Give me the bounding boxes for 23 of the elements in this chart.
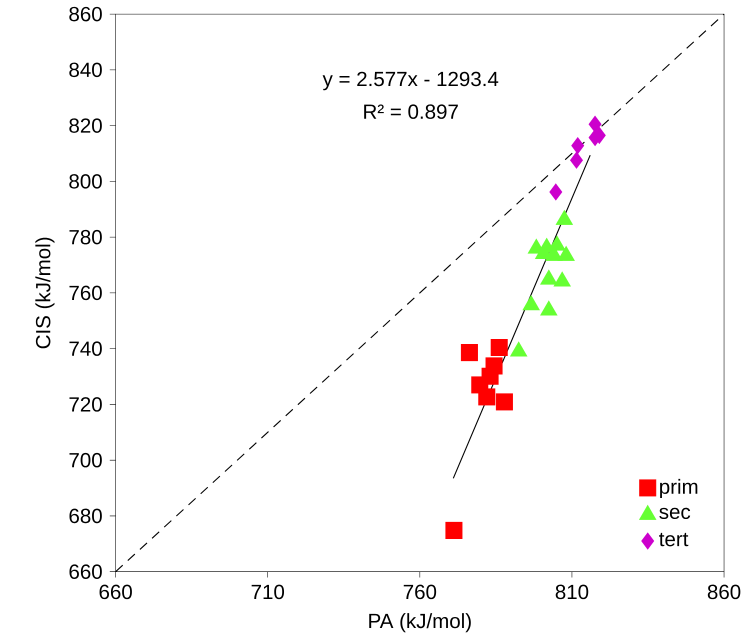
y-tick-label: 720 bbox=[69, 397, 102, 412]
legend-label: sec bbox=[659, 508, 690, 519]
y-tick-label: 760 bbox=[69, 286, 102, 300]
legend-label: prim bbox=[660, 478, 698, 498]
y-tick-label: 860 bbox=[69, 6, 102, 22]
x-tick-label: 760 bbox=[404, 584, 436, 600]
y-tick-label: 680 bbox=[69, 508, 102, 524]
x-axis-title: PA (kJ/mol) bbox=[369, 613, 471, 632]
y-tick-label: 660 bbox=[69, 564, 102, 579]
x-tick-label: 810 bbox=[556, 584, 588, 600]
y-axis-title: CIS (kJ/mol) bbox=[35, 238, 54, 348]
y-tick-label: 740 bbox=[69, 341, 102, 356]
x-tick-label: 860 bbox=[708, 584, 740, 600]
annotation: R² = 0.897 bbox=[364, 104, 458, 119]
annotation: y = 2.577x - 1293.4 bbox=[322, 72, 498, 90]
x-tick-label: 710 bbox=[252, 584, 284, 600]
y-tick-label: 780 bbox=[69, 230, 102, 244]
y-tick-label: 840 bbox=[69, 62, 102, 78]
legend-label: tert bbox=[659, 532, 688, 546]
y-tick-label: 700 bbox=[69, 452, 102, 468]
x-tick-label: 660 bbox=[100, 584, 132, 600]
y-tick-label: 800 bbox=[69, 174, 102, 189]
y-tick-label: 820 bbox=[69, 118, 102, 133]
